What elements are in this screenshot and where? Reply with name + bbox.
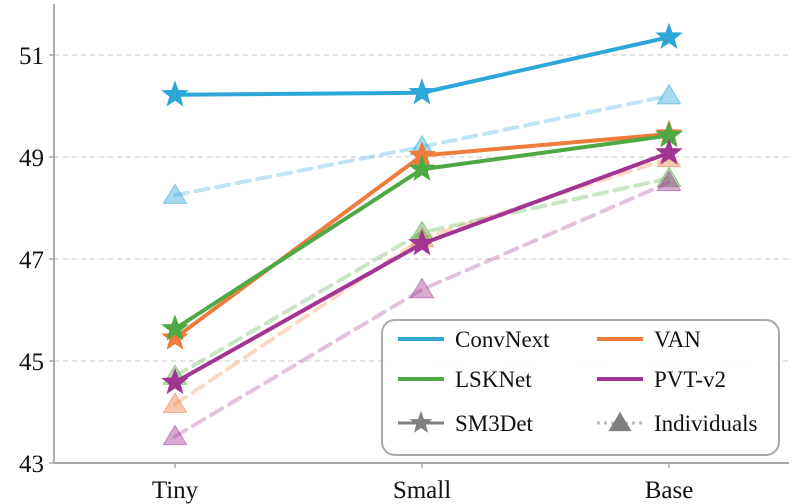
legend-item-sm3det-label: SM3Det <box>455 411 534 436</box>
convnext-sm3det-point-base <box>655 22 683 49</box>
convnext-individuals-point-tiny <box>162 183 188 204</box>
convnext-individuals-point-base <box>656 83 682 105</box>
legend-item-convnext: ConvNext <box>398 327 550 352</box>
pvt-v2-individuals-line <box>173 180 671 439</box>
y-tick-label-47: 47 <box>19 247 44 274</box>
y-tick-label-51: 51 <box>19 43 44 70</box>
lsknet-sm3det-point-tiny <box>161 314 189 341</box>
x-tick-label-base: Base <box>645 477 694 504</box>
x-tick-label-small: Small <box>393 477 451 504</box>
pvt-v2-sm3det-point-small <box>408 229 436 256</box>
sm3det-series-layer <box>161 22 683 395</box>
van-sm3det-point-tiny <box>161 323 189 350</box>
y-tick-label-49: 49 <box>19 145 44 172</box>
legend-item-individuals-swatch-marker <box>608 411 632 432</box>
legend-item-van-label: VAN <box>654 327 701 352</box>
pvt-v2-individuals-point-base <box>656 170 682 192</box>
convnext-sm3det-point-tiny <box>161 80 189 107</box>
axes-layer: 43 45 47 49 51 Tiny Small Base <box>19 4 789 504</box>
legend-item-convnext-label: ConvNext <box>455 327 550 352</box>
legend-item-van: VAN <box>597 327 701 352</box>
pvt-v2-sm3det-point-tiny <box>161 367 189 395</box>
legend-item-pvt-v2: PVT-v2 <box>597 367 726 392</box>
pvt-v2-sm3det-point-base <box>655 138 683 165</box>
legend-item-individuals: Individuals <box>597 411 758 436</box>
pvt-v2-individuals-point-small <box>409 277 435 299</box>
legend: ConvNext VAN LSKNet PVT-v2 SM3Det Individuals <box>381 319 780 456</box>
lsknet-sm3det-point-small <box>408 154 436 181</box>
pvt-v2-individuals-point-tiny <box>162 424 188 446</box>
legend-box <box>381 319 780 456</box>
legend-item-pvt-v2-label: PVT-v2 <box>654 367 726 392</box>
legend-item-sm3det-swatch-marker <box>409 411 433 433</box>
y-tick-label-43: 43 <box>19 451 44 478</box>
legend-item-lsknet: LSKNet <box>398 367 532 392</box>
y-tick-label-45: 45 <box>19 349 44 376</box>
legend-item-lsknet-label: LSKNet <box>455 367 532 392</box>
legend-item-individuals-label: Individuals <box>654 411 758 436</box>
x-tick-label-tiny: Tiny <box>152 477 199 504</box>
van-individuals-point-tiny <box>162 392 188 413</box>
legend-item-sm3det: SM3Det <box>398 411 534 436</box>
convnext-sm3det-point-small <box>408 78 436 105</box>
